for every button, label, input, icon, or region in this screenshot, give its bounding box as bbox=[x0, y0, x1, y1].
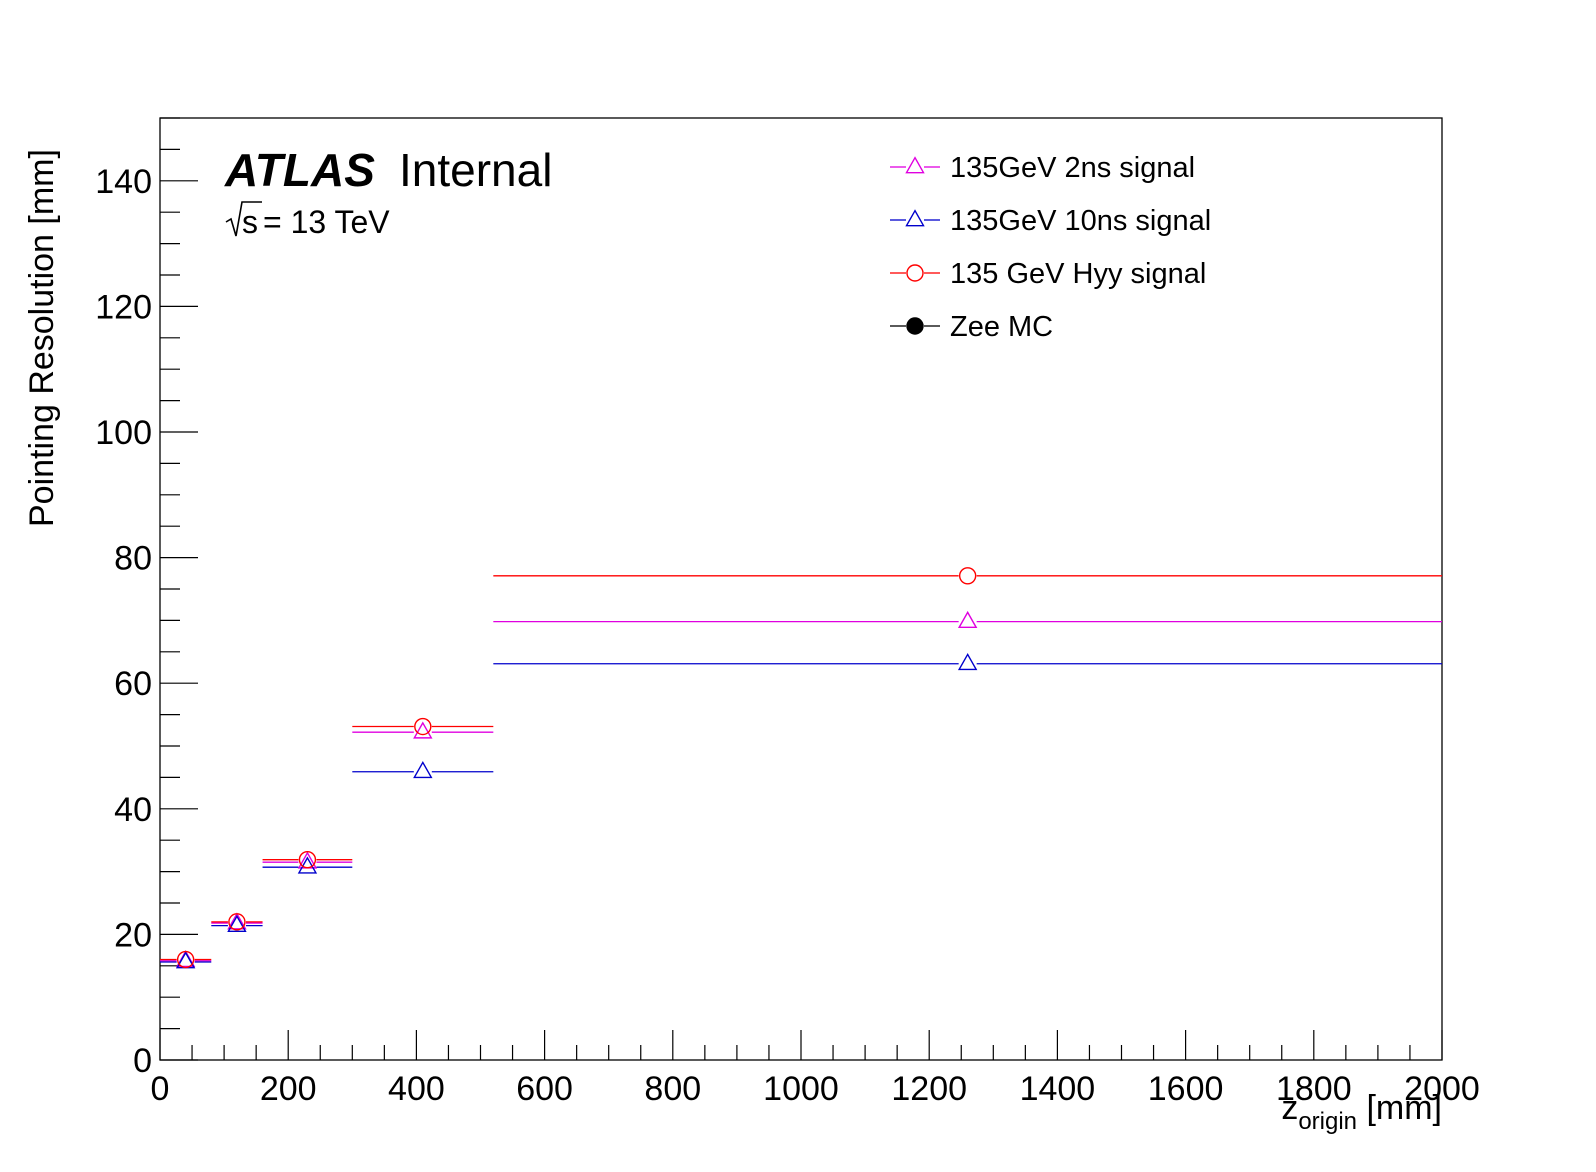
series-layer bbox=[160, 567, 1442, 969]
legend-label: 135GeV 10ns signal bbox=[950, 205, 1211, 237]
plot-frame-layer bbox=[159, 117, 1443, 1061]
legend-item: 135GeV 10ns signal bbox=[890, 205, 1211, 237]
legend: 135GeV 2ns signal 135GeV 10ns signal 135 G… bbox=[890, 152, 1211, 343]
data-point bbox=[298, 850, 317, 869]
x-tick-label: 1000 bbox=[763, 1070, 839, 1108]
y-tick-label: 60 bbox=[114, 665, 152, 703]
legend-label: 135 GeV Hyy signal bbox=[950, 258, 1206, 290]
data-point bbox=[413, 761, 433, 779]
y-axis-title: Pointing Resolution [mm] bbox=[23, 149, 61, 527]
data-point bbox=[227, 912, 247, 930]
energy-sqrt-s: s bbox=[242, 204, 258, 240]
sqrt-symbol bbox=[225, 201, 262, 237]
atlas-label: ATLAS bbox=[224, 144, 375, 196]
y-tick-label: 100 bbox=[95, 414, 152, 452]
data-point bbox=[413, 721, 433, 739]
x-axis-title-unit: [mm] bbox=[1357, 1089, 1442, 1127]
data-point bbox=[176, 950, 195, 969]
series-group bbox=[160, 610, 1442, 968]
legend-marker bbox=[905, 156, 925, 174]
x-tick-label: 1800 bbox=[1276, 1070, 1352, 1108]
x-tick-label: 200 bbox=[260, 1070, 317, 1108]
data-point bbox=[957, 653, 978, 671]
x-tick-label: 400 bbox=[388, 1070, 445, 1108]
data-point bbox=[227, 914, 247, 933]
x-axis-title-subscript: origin bbox=[1298, 1108, 1357, 1135]
data-point bbox=[958, 567, 977, 585]
y-tick-label: 20 bbox=[114, 916, 152, 954]
legend-marker bbox=[905, 209, 925, 227]
x-tick-label: 1200 bbox=[891, 1070, 967, 1108]
data-point bbox=[957, 610, 978, 629]
series-group bbox=[160, 653, 1442, 969]
legend-label: 135GeV 2ns signal bbox=[950, 152, 1195, 184]
y-tick-label: 140 bbox=[95, 163, 152, 201]
axis-ticks-layer: 0 200 400 600 800 1000 1200 1400 1600 1800 2000 0 20… bbox=[95, 117, 1480, 1108]
x-tick-label: 800 bbox=[644, 1070, 701, 1108]
data-point bbox=[414, 717, 432, 736]
x-tick-label: 1600 bbox=[1148, 1070, 1224, 1108]
legend-item: 135 GeV Hyy signal bbox=[890, 258, 1206, 290]
data-point bbox=[297, 856, 318, 874]
series-group bbox=[160, 567, 1442, 969]
x-tick-label: 1400 bbox=[1020, 1070, 1096, 1108]
x-tick-label: 600 bbox=[516, 1070, 573, 1108]
plot-frame bbox=[159, 117, 1443, 1061]
legend-label: Zee MC bbox=[950, 311, 1053, 343]
x-tick-label: 2000 bbox=[1404, 1070, 1480, 1108]
y-tick-label: 80 bbox=[114, 540, 152, 578]
data-point bbox=[228, 913, 246, 931]
legend-item: 135GeV 2ns signal bbox=[890, 152, 1195, 184]
energy-value: = 13 TeV bbox=[263, 204, 390, 240]
y-tick-label: 40 bbox=[114, 791, 152, 829]
y-tick-label: 0 bbox=[133, 1042, 152, 1080]
x-axis-title-main: z bbox=[1281, 1089, 1298, 1127]
y-tick-label: 120 bbox=[95, 288, 152, 326]
legend-marker bbox=[906, 264, 924, 282]
internal-label: Internal bbox=[399, 144, 552, 196]
legend-item: Zee MC bbox=[890, 311, 1053, 343]
x-axis-title: zorigin [mm] bbox=[1281, 1089, 1442, 1135]
legend-marker bbox=[906, 317, 924, 335]
x-tick-label: 0 bbox=[151, 1070, 170, 1108]
